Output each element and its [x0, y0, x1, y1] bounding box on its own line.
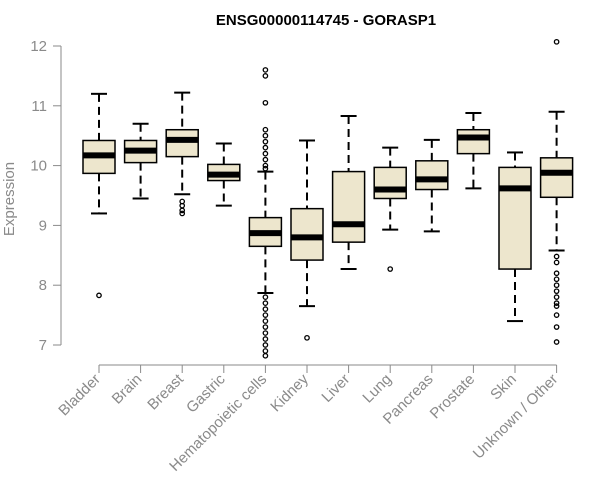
- y-tick-label: 9: [39, 217, 47, 234]
- outlier-point: [553, 276, 560, 283]
- y-tick-label: 8: [39, 277, 47, 294]
- x-tick-label: Skin: [487, 371, 520, 404]
- outlier-point: [262, 156, 269, 163]
- outlier-point: [553, 324, 560, 330]
- x-tick-label: Kidney: [267, 370, 312, 415]
- iqr-box: [456, 128, 491, 155]
- outlier-point: [262, 336, 269, 342]
- iqr-box: [415, 160, 449, 191]
- outlier-point: [262, 132, 269, 139]
- outlier-point: [553, 282, 560, 289]
- y-tick-label: 12: [30, 38, 47, 55]
- outlier-point: [304, 334, 310, 341]
- outlier-point: [262, 138, 269, 145]
- y-axis-label: Expression: [1, 162, 18, 236]
- outlier-point: [553, 312, 560, 318]
- outlier-point: [387, 266, 394, 272]
- outlier-point: [262, 330, 269, 336]
- x-tick-label: Brain: [109, 371, 146, 408]
- outlier-point: [262, 300, 269, 306]
- x-tick-label: Lung: [359, 371, 395, 407]
- outlier-point: [262, 312, 269, 318]
- y-tick-label: 11: [31, 98, 47, 115]
- outlier-point: [553, 294, 560, 301]
- outlier-point: [553, 253, 560, 260]
- x-tick-label: Prostate: [427, 371, 479, 423]
- outlier-point: [262, 67, 269, 73]
- y-tick-label: 7: [39, 337, 47, 354]
- outlier-point: [262, 150, 269, 157]
- outlier-point: [262, 318, 269, 324]
- outlier-point: [553, 288, 560, 295]
- outlier-point: [262, 73, 269, 79]
- outlier-point: [262, 162, 269, 169]
- chart-title: ENSG00000114745 - GORASP1: [216, 12, 436, 29]
- outlier-point: [262, 165, 269, 172]
- outlier-point: [553, 303, 560, 309]
- iqr-box: [331, 170, 366, 243]
- x-tick-label: Breast: [144, 370, 187, 413]
- outlier-point: [553, 300, 560, 306]
- outlier-point: [96, 292, 102, 299]
- iqr-box: [539, 157, 574, 199]
- outlier-point: [262, 294, 269, 301]
- iqr-box: [498, 166, 532, 270]
- x-tick-label: Liver: [318, 371, 353, 406]
- outlier-point: [553, 38, 560, 45]
- outlier-point: [262, 144, 269, 151]
- outlier-point: [179, 198, 186, 205]
- x-tick-label: Bladder: [55, 371, 104, 420]
- y-tick-label: 10: [30, 158, 47, 175]
- outlier-point: [262, 306, 269, 312]
- outlier-point: [179, 207, 186, 214]
- outlier-point: [553, 259, 560, 266]
- iqr-box: [165, 128, 199, 158]
- outlier-point: [553, 339, 560, 345]
- outlier-point: [262, 99, 269, 106]
- outlier-point: [262, 324, 269, 330]
- outlier-point: [179, 210, 186, 217]
- outlier-point: [262, 348, 269, 354]
- outlier-point: [262, 352, 269, 359]
- outlier-point: [262, 342, 269, 348]
- outlier-point: [262, 126, 269, 133]
- iqr-box: [373, 166, 407, 200]
- outlier-point: [553, 270, 560, 277]
